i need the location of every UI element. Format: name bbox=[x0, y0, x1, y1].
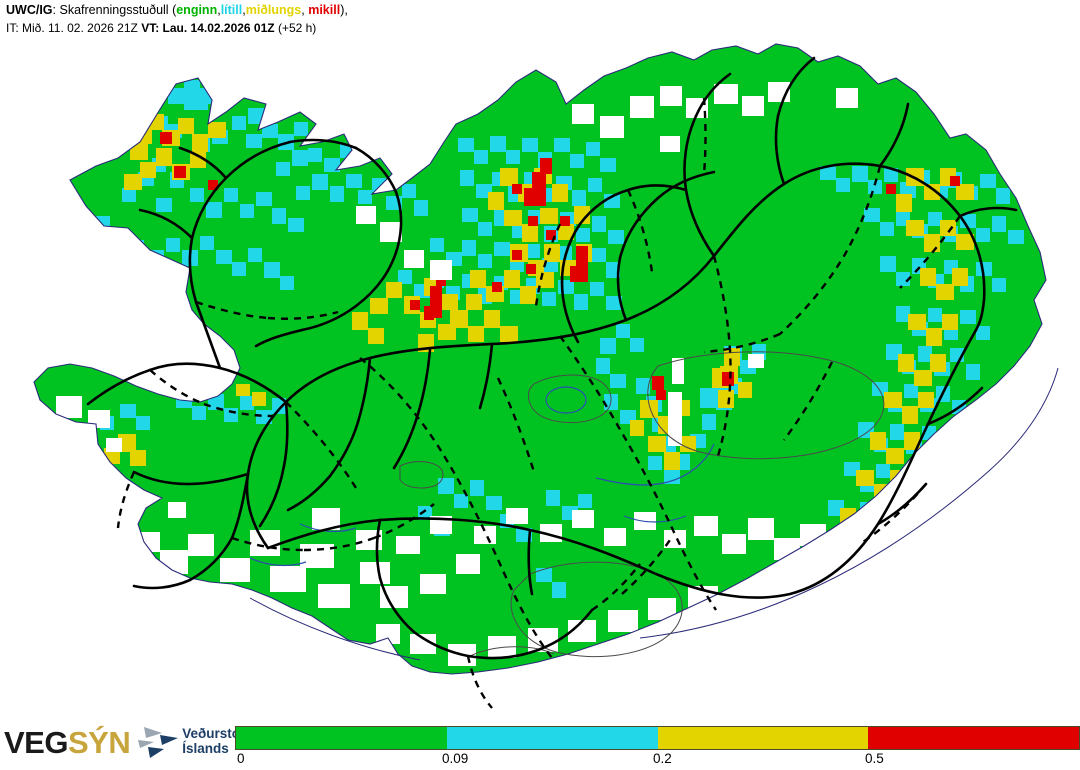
hazard-class-none-area bbox=[34, 44, 1046, 674]
colorbar-band-low bbox=[446, 727, 658, 749]
lead-time-value: (+52 h) bbox=[274, 21, 317, 35]
header-comma-1: , bbox=[217, 3, 221, 17]
header-title-line: UWC/IG: Skafrenningsstuðull (enginn,líti… bbox=[6, 3, 348, 17]
colorbar-band-none bbox=[236, 727, 447, 749]
class-label-low: lítill bbox=[220, 3, 243, 17]
colorbar-bands bbox=[235, 726, 1080, 750]
class-label-none: enginn bbox=[176, 3, 218, 17]
hazard-raster-layer bbox=[34, 44, 1046, 674]
paren-close: ), bbox=[340, 3, 348, 17]
footer: VEGSÝN Veðurstofa Íslands bbox=[0, 718, 1080, 766]
issue-time-value: Mið. 11. 02. 2026 21Z bbox=[18, 21, 142, 35]
colorbar-legend[interactable]: 0 0.09 0.2 0.5 bbox=[235, 726, 1080, 766]
gravel-road-network-layer bbox=[116, 97, 961, 709]
imo-name-line2: Íslands bbox=[182, 741, 229, 756]
product-code: UWC/IG bbox=[6, 3, 53, 17]
vegsyn-logo-veg: VEG bbox=[4, 724, 68, 760]
header-comma-3: , bbox=[301, 3, 309, 17]
vegsyn-logo-syn: SÝN bbox=[67, 724, 131, 760]
header-sep1: : bbox=[52, 3, 60, 17]
coastline-layer bbox=[33, 43, 1059, 675]
class-label-high: mikill bbox=[308, 3, 341, 17]
colorbar-tick-2: 0.2 bbox=[653, 751, 672, 766]
colorbar-tick-1: 0.09 bbox=[442, 751, 469, 766]
class-label-medium: miðlungs bbox=[245, 3, 302, 17]
triangles-icon-svg bbox=[138, 727, 179, 758]
header: UWC/IG: Skafrenningsstuðull (enginn,líti… bbox=[0, 0, 1080, 38]
glacier-outline-layer bbox=[399, 351, 885, 658]
header-comma-2: , bbox=[242, 3, 246, 17]
lakes-and-rivers-layer bbox=[249, 386, 715, 567]
iceland-hazard-map[interactable] bbox=[0, 38, 1080, 718]
colorbar-tick-0: 0 bbox=[237, 751, 245, 766]
header-time-line: IT: Mið. 11. 02. 2026 21Z VT: Lau. 14.02… bbox=[6, 21, 316, 35]
vegsyn-triangles-logo-icon bbox=[136, 725, 179, 759]
valid-time-value: VT: Lau. 14.02.2026 01Z bbox=[141, 21, 275, 35]
paren-open: ( bbox=[168, 3, 177, 17]
colorbar-band-medium bbox=[657, 727, 869, 749]
imo-name: Veðurstofa Íslands bbox=[182, 727, 252, 756]
colorbar-ticks: 0 0.09 0.2 0.5 bbox=[235, 750, 1080, 770]
issue-time-label: IT: bbox=[6, 21, 19, 35]
brand-block: VEGSÝN Veðurstofa Íslands bbox=[4, 722, 252, 762]
colorbar-tick-3: 0.5 bbox=[865, 751, 884, 766]
nodata-cells bbox=[56, 82, 896, 666]
imo-name-line1: Veðurstofa bbox=[182, 726, 252, 742]
vegsyn-logo: VEGSÝN bbox=[4, 724, 131, 760]
map-canvas[interactable] bbox=[0, 38, 1080, 718]
colorbar-band-high bbox=[868, 727, 1079, 749]
parameter-name: Skafrenningsstuðull bbox=[59, 3, 169, 17]
